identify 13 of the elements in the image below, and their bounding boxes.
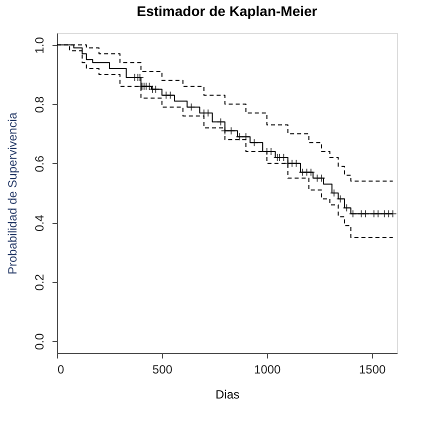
x-tick-label: 1000 bbox=[254, 362, 282, 376]
x-tick-label: 1500 bbox=[358, 362, 386, 376]
x-tick-label: 500 bbox=[152, 362, 173, 376]
y-tick-label: 0.0 bbox=[32, 332, 46, 350]
x-axis-title: Dias bbox=[215, 388, 240, 402]
y-tick-label: 0.6 bbox=[32, 155, 46, 172]
chart-title: Estimador de Kaplan-Meier bbox=[136, 3, 318, 19]
y-tick-label: 0.8 bbox=[32, 96, 46, 113]
x-tick-label: 0 bbox=[58, 362, 64, 376]
y-axis-title: Probabilidad de Supervivencia bbox=[6, 112, 20, 275]
y-tick-label: 1.0 bbox=[32, 36, 46, 54]
y-tick-label: 0.4 bbox=[32, 214, 46, 232]
y-tick-label: 0.2 bbox=[32, 274, 46, 291]
